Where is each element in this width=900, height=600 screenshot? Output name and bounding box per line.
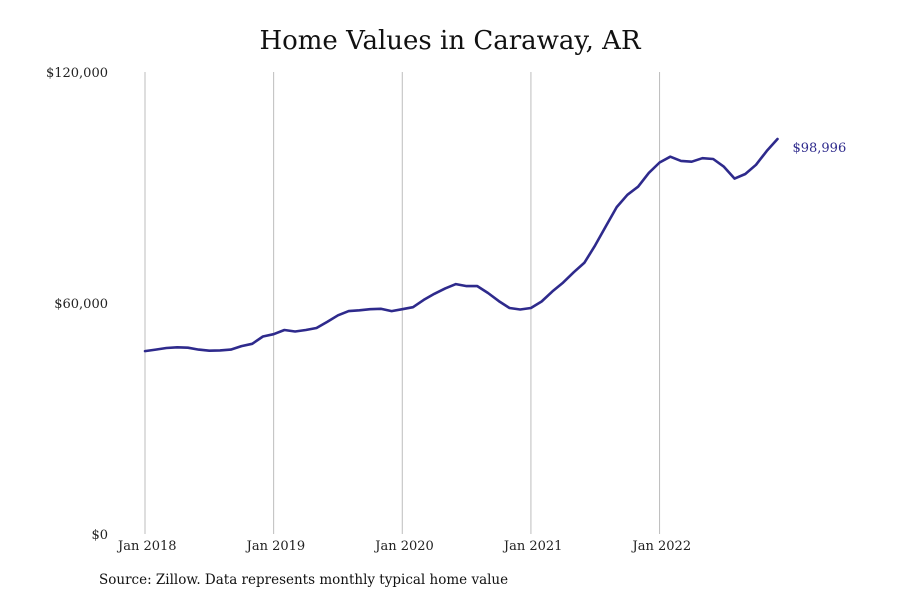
source-note: Source: Zillow. Data represents monthly … (99, 572, 509, 588)
x-tick-label: Jan 2022 (631, 539, 692, 554)
y-axis-tick-labels: $0 $60,000 $120,000 (46, 66, 108, 543)
series-line-0 (143, 137, 779, 353)
y-tick-label: $60,000 (54, 297, 108, 312)
grid-lines (144, 72, 661, 534)
x-tick-label: Jan 2019 (245, 539, 306, 554)
chart-title: Home Values in Caraway, AR (259, 26, 641, 56)
y-tick-label: $120,000 (46, 66, 108, 81)
x-axis-tick-labels: Jan 2018 Jan 2019 Jan 2020 Jan 2021 Jan 2022 (116, 539, 691, 554)
series-layer: $98,996 (143, 137, 846, 353)
end-value-label: $98,996 (792, 141, 846, 156)
y-tick-label: $0 (91, 528, 108, 543)
x-tick-label: Jan 2021 (502, 539, 563, 554)
x-tick-label: Jan 2020 (373, 539, 434, 554)
x-tick-label: Jan 2018 (116, 539, 177, 554)
